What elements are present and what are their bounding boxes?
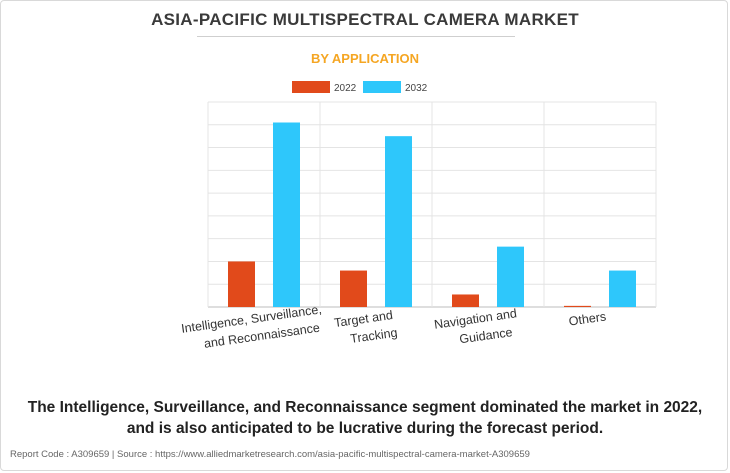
legend-label-2032: 2032 bbox=[405, 83, 428, 94]
bar-2032-1 bbox=[385, 136, 412, 307]
bar-2032-2 bbox=[497, 246, 524, 307]
bar-2032-0 bbox=[273, 122, 300, 307]
bar-2022-1 bbox=[340, 270, 367, 307]
x-tick-label: Intelligence, Surveillance,and Reconnais… bbox=[180, 302, 325, 353]
x-tick-label-text: Navigation andGuidance bbox=[433, 306, 520, 349]
x-tick-label: Navigation andGuidance bbox=[433, 306, 520, 349]
chart-caption: The Intelligence, Surveillance, and Reco… bbox=[0, 397, 730, 439]
caption-line-1: The Intelligence, Surveillance, and Reco… bbox=[27, 399, 703, 416]
x-tick-label-line: Others bbox=[568, 309, 607, 328]
bar-2032-3 bbox=[609, 270, 636, 307]
legend-label-2022: 2022 bbox=[334, 83, 357, 94]
x-tick-label: Target andTracking bbox=[333, 308, 398, 348]
x-tick-label-line: Guidance bbox=[458, 325, 513, 346]
source-footer: Report Code : A309659 | Source : https:/… bbox=[10, 449, 530, 460]
title-divider bbox=[197, 36, 515, 37]
x-tick-label-text: Others bbox=[568, 309, 607, 328]
x-tick-label-text: Intelligence, Surveillance,and Reconnais… bbox=[180, 302, 325, 353]
chart-subtitle: BY APPLICATION bbox=[310, 51, 420, 66]
x-tick-label: Others bbox=[568, 309, 607, 328]
legend-swatch-2022 bbox=[292, 81, 330, 93]
caption-line-2: and is also anticipated to be lucrative … bbox=[126, 420, 604, 437]
x-tick-label-text: Target andTracking bbox=[333, 308, 398, 348]
chart-title: ASIA-PACIFIC MULTISPECTRAL CAMERA MARKET bbox=[151, 10, 579, 29]
bar-2022-2 bbox=[452, 294, 479, 307]
x-tick-label-line: Tracking bbox=[349, 326, 398, 346]
bar-2022-0 bbox=[228, 261, 255, 307]
bar-2022-3 bbox=[564, 305, 591, 307]
legend-swatch-2032 bbox=[363, 81, 401, 93]
